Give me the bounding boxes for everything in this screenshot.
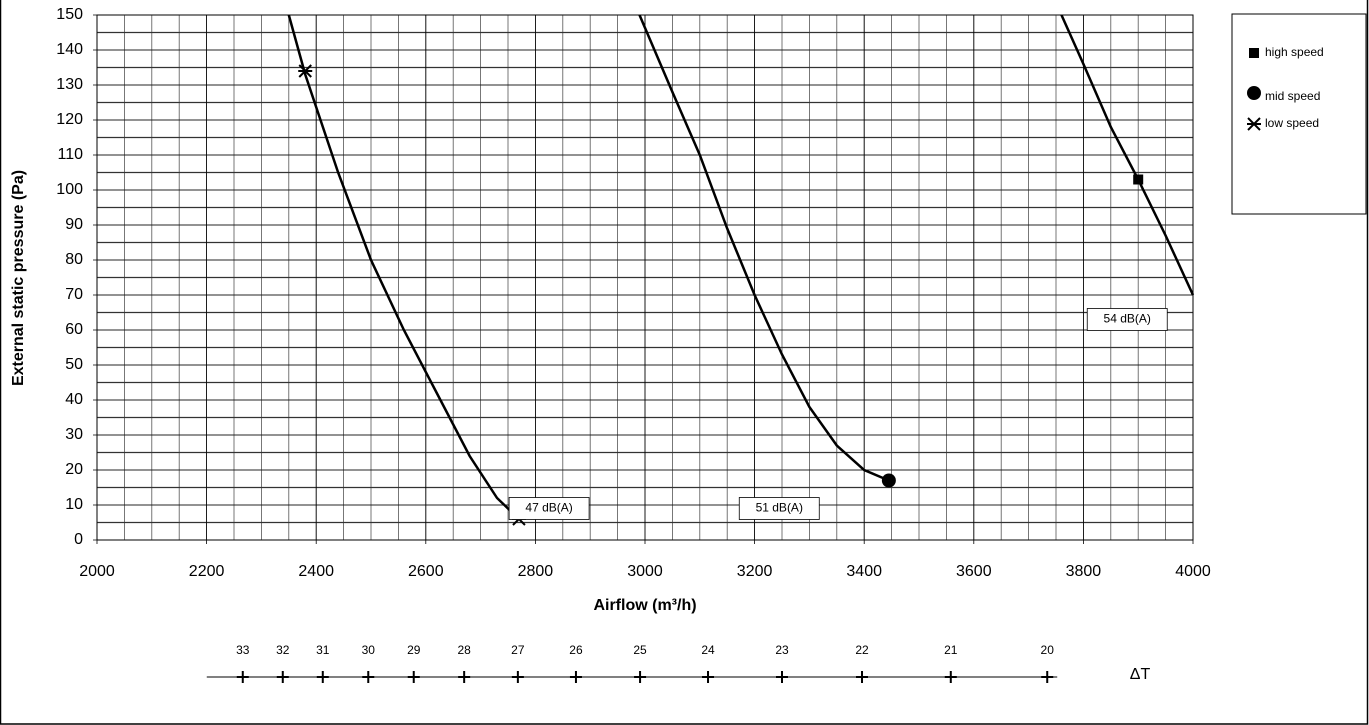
- y-tick-label: 80: [65, 251, 83, 268]
- y-tick-label: 20: [65, 461, 83, 478]
- delta-t-label: 33: [236, 643, 250, 657]
- delta-t-tick: [776, 671, 788, 683]
- y-tick-label: 0: [74, 531, 83, 548]
- x-tick-label: 2800: [518, 563, 554, 580]
- curve: [638, 14, 890, 482]
- y-tick-label: 60: [65, 321, 83, 338]
- legend-box: [1231, 13, 1367, 215]
- delta-t-tick: [458, 671, 471, 683]
- y-tick-label: 40: [65, 391, 83, 408]
- y-tick-label: 10: [65, 496, 83, 513]
- legend-label: low speed: [1265, 116, 1319, 130]
- x-axis-title: Airflow (m³/h): [593, 597, 696, 614]
- delta-t-tick: [634, 671, 647, 683]
- delta-t-tick: [407, 671, 420, 683]
- x-tick-label: 3800: [1066, 563, 1102, 580]
- delta-t-tick: [511, 671, 524, 683]
- sound-label: 47 dB(A): [525, 501, 572, 515]
- marker: [1133, 174, 1144, 185]
- delta-t-label: 20: [1041, 643, 1055, 657]
- legend-label: mid speed: [1265, 89, 1320, 103]
- delta-t-label: 25: [633, 643, 647, 657]
- delta-t-label: 31: [316, 643, 330, 657]
- x-tick-label: 2600: [408, 563, 444, 580]
- legend-marker: [1247, 117, 1261, 131]
- delta-t-label: 24: [701, 643, 715, 657]
- delta-t-label: 30: [362, 643, 376, 657]
- delta-t-tick: [316, 671, 329, 683]
- x-tick-label: 4000: [1175, 563, 1211, 580]
- delta-t-label: 27: [511, 643, 525, 657]
- delta-t-tick: [236, 671, 249, 683]
- y-tick-label: 30: [65, 426, 83, 443]
- delta-t-label: 23: [775, 643, 789, 657]
- x-tick-label: 3200: [737, 563, 773, 580]
- delta-t-tick: [702, 671, 715, 683]
- sound-label: 54 dB(A): [1104, 312, 1151, 326]
- y-tick-label: 70: [65, 286, 83, 303]
- label-box: [1086, 308, 1168, 331]
- delta-t-tick: [1041, 671, 1054, 683]
- x-tick-label: 2400: [298, 563, 334, 580]
- marker: [298, 64, 313, 78]
- label-box: [508, 497, 590, 520]
- delta-t-label: 22: [855, 643, 869, 657]
- marker: [881, 473, 896, 488]
- legend-label: high speed: [1265, 45, 1324, 59]
- label-box: [738, 497, 820, 520]
- delta-t-tick: [276, 671, 289, 683]
- x-tick-label: 3600: [956, 563, 992, 580]
- y-axis-title: External static pressure (Pa): [10, 170, 27, 386]
- x-tick-label: 2000: [79, 563, 115, 580]
- y-tick-label: 140: [56, 41, 83, 58]
- legend-marker: [1247, 86, 1261, 100]
- delta-t-tick: [569, 671, 582, 683]
- delta-t-label: 32: [276, 643, 290, 657]
- y-tick-label: 120: [56, 111, 83, 128]
- y-tick-label: 100: [56, 181, 83, 198]
- y-tick-label: 90: [65, 216, 83, 233]
- legend-marker: [1249, 48, 1259, 58]
- curve: [287, 14, 520, 520]
- delta-t-tick: [856, 671, 869, 683]
- curve: [1060, 14, 1195, 296]
- delta-t-label: 29: [407, 643, 421, 657]
- y-tick-label: 110: [57, 146, 83, 163]
- delta-t-title: ΔT: [1130, 666, 1151, 683]
- delta-t-label: 21: [944, 643, 958, 657]
- y-tick-label: 50: [65, 356, 83, 373]
- delta-t-label: 28: [457, 643, 471, 657]
- x-tick-label: 3000: [627, 563, 663, 580]
- delta-t-label: 26: [569, 643, 583, 657]
- delta-t-tick: [362, 671, 375, 683]
- x-tick-label: 3400: [846, 563, 882, 580]
- y-tick-label: 150: [56, 6, 83, 23]
- delta-t-tick: [944, 671, 957, 683]
- sound-label: 51 dB(A): [756, 501, 803, 515]
- y-tick-label: 130: [56, 76, 83, 93]
- x-tick-label: 2200: [189, 563, 225, 580]
